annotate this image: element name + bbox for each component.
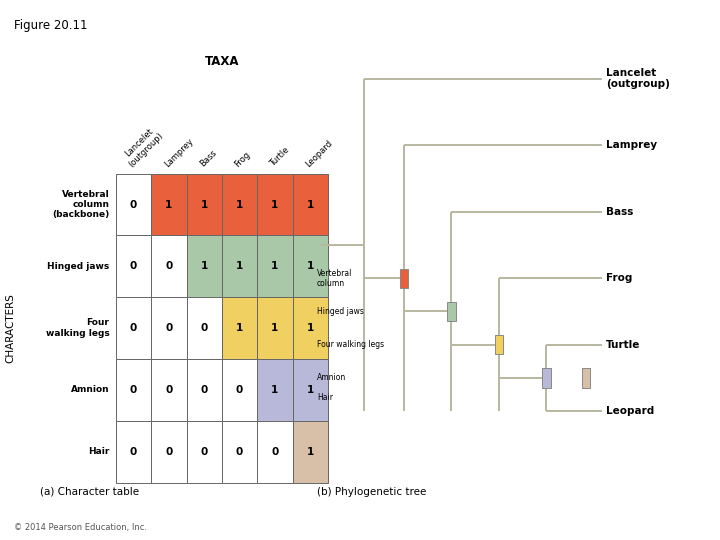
Text: 0: 0 [201, 323, 208, 333]
Text: Leopard: Leopard [304, 138, 334, 169]
Text: Vertebral
column
(backbone): Vertebral column (backbone) [52, 190, 109, 219]
Text: Hinged jaws: Hinged jaws [47, 262, 109, 271]
Bar [400, 269, 408, 288]
Text: 1: 1 [307, 323, 314, 333]
Text: 1: 1 [271, 323, 279, 333]
Text: 1: 1 [166, 200, 173, 210]
Text: 0: 0 [201, 447, 208, 457]
Bar [222, 235, 257, 297]
Bar [116, 421, 151, 483]
Text: Frog: Frog [606, 273, 632, 283]
Text: 0: 0 [236, 447, 243, 457]
Text: 0: 0 [166, 261, 173, 271]
Text: Vertebral
column: Vertebral column [317, 268, 352, 288]
Bar [186, 359, 222, 421]
Text: 1: 1 [307, 200, 314, 210]
Bar [292, 235, 328, 297]
Text: Lancelet
(outgroup): Lancelet (outgroup) [606, 68, 670, 90]
Bar [186, 297, 222, 359]
Bar [222, 421, 257, 483]
Text: 1: 1 [307, 447, 314, 457]
Bar [186, 235, 222, 297]
Text: 0: 0 [271, 447, 279, 457]
Text: Leopard: Leopard [606, 406, 654, 416]
Text: 1: 1 [271, 200, 279, 210]
Bar [116, 297, 151, 359]
Bar [292, 421, 328, 483]
Bar [447, 302, 456, 321]
Bar [582, 368, 590, 388]
Text: Lancelet
(outgroup): Lancelet (outgroup) [120, 124, 166, 169]
Bar [257, 359, 292, 421]
Text: (a) Character table: (a) Character table [40, 487, 139, 497]
Text: 1: 1 [307, 385, 314, 395]
Text: 1: 1 [236, 261, 243, 271]
Text: Hinged jaws: Hinged jaws [317, 307, 364, 316]
Text: © 2014 Pearson Education, Inc.: © 2014 Pearson Education, Inc. [14, 523, 148, 532]
Bar [186, 174, 222, 235]
Text: Four
walking legs: Four walking legs [45, 319, 109, 338]
Text: 1: 1 [236, 200, 243, 210]
Text: Amnion: Amnion [71, 386, 109, 394]
Bar [292, 174, 328, 235]
Text: TAXA: TAXA [204, 55, 239, 68]
Text: Lamprey: Lamprey [606, 140, 657, 150]
Bar [151, 174, 186, 235]
Text: Bass: Bass [198, 148, 218, 169]
Text: 1: 1 [201, 261, 208, 271]
Bar [292, 297, 328, 359]
Text: 0: 0 [166, 323, 173, 333]
Bar [151, 297, 186, 359]
Bar [222, 174, 257, 235]
Bar [257, 174, 292, 235]
Text: Lamprey: Lamprey [163, 137, 195, 169]
Bar [222, 359, 257, 421]
Text: 0: 0 [130, 447, 138, 457]
Text: Figure 20.11: Figure 20.11 [14, 19, 88, 32]
Text: Amnion: Amnion [317, 374, 346, 382]
Text: 0: 0 [201, 385, 208, 395]
Text: 0: 0 [236, 385, 243, 395]
Text: Hair: Hair [88, 447, 109, 456]
Text: CHARACTERS: CHARACTERS [5, 293, 15, 363]
Bar [542, 368, 551, 388]
Text: Hair: Hair [317, 393, 333, 402]
Text: Turtle: Turtle [269, 146, 292, 169]
Bar [257, 297, 292, 359]
Bar [116, 235, 151, 297]
Bar [257, 421, 292, 483]
Bar [257, 235, 292, 297]
Text: 0: 0 [166, 385, 173, 395]
Text: Turtle: Turtle [606, 340, 640, 350]
Text: Four walking legs: Four walking legs [317, 340, 384, 349]
Text: 0: 0 [130, 261, 138, 271]
Bar [151, 421, 186, 483]
Bar [292, 359, 328, 421]
Bar [116, 359, 151, 421]
Text: Frog: Frog [233, 150, 253, 169]
Bar [222, 297, 257, 359]
Text: 1: 1 [271, 385, 279, 395]
Bar [151, 235, 186, 297]
Text: 1: 1 [271, 261, 279, 271]
Bar [116, 174, 151, 235]
Text: 0: 0 [130, 323, 138, 333]
Bar [495, 335, 503, 354]
Bar [151, 359, 186, 421]
Text: 1: 1 [201, 200, 208, 210]
Text: Bass: Bass [606, 207, 634, 217]
Text: 0: 0 [130, 385, 138, 395]
Bar [186, 421, 222, 483]
Text: (b) Phylogenetic tree: (b) Phylogenetic tree [317, 487, 426, 497]
Text: 1: 1 [307, 261, 314, 271]
Text: 0: 0 [130, 200, 138, 210]
Text: 1: 1 [236, 323, 243, 333]
Text: 0: 0 [166, 447, 173, 457]
